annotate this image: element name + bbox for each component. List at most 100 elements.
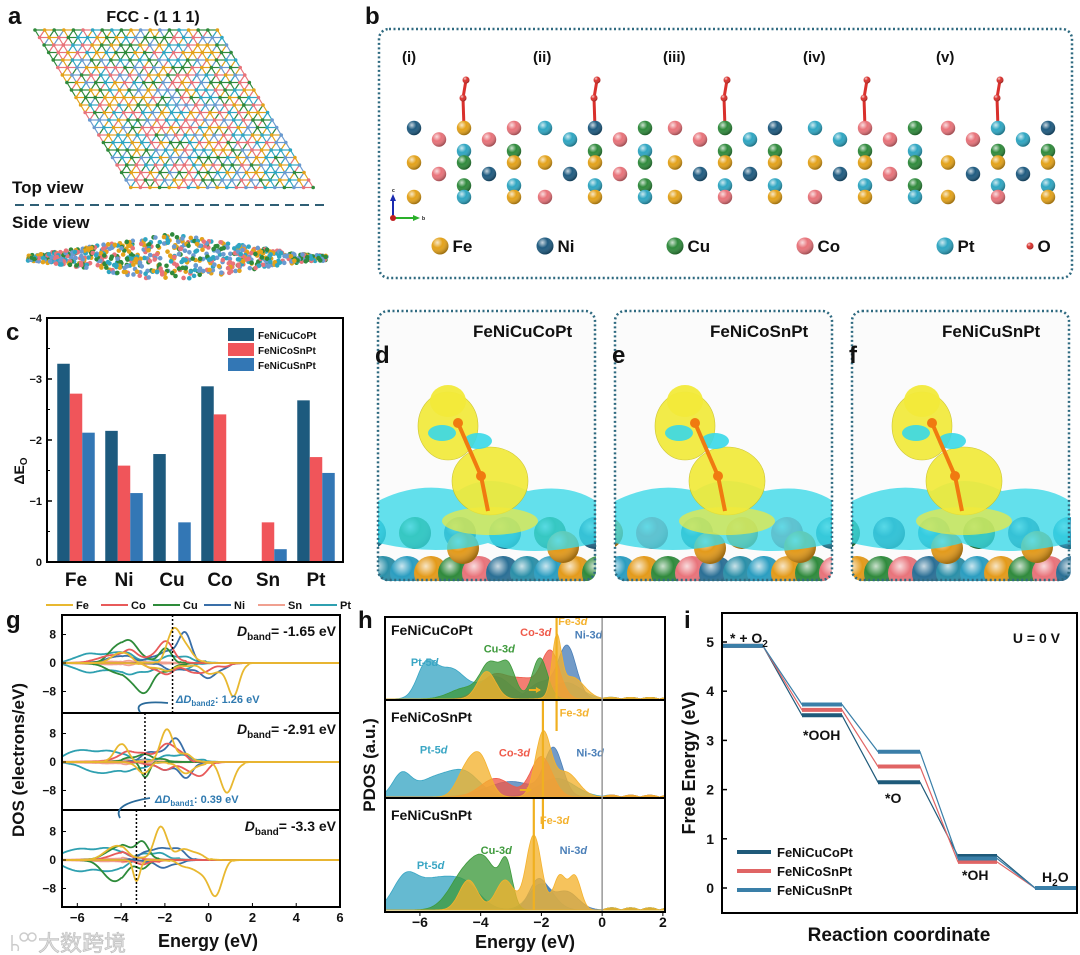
lattice-atom <box>210 178 215 182</box>
lattice-atom <box>210 35 215 40</box>
lattice-atom <box>218 80 223 85</box>
lattice-atom <box>232 103 236 107</box>
lattice-atom <box>222 118 226 122</box>
lattice-atom <box>143 178 148 182</box>
slab-atom <box>267 259 273 265</box>
lattice-atom <box>235 155 240 160</box>
atom <box>587 143 603 159</box>
lattice-atom <box>107 103 112 107</box>
y-tick-label: 1 <box>706 831 714 847</box>
atom-shade <box>767 189 783 205</box>
atom <box>637 178 653 193</box>
lattice-atom <box>89 58 94 62</box>
atom <box>767 178 783 193</box>
atom-shade <box>990 189 1006 205</box>
slab-atom <box>118 259 124 265</box>
atom-shade <box>795 556 829 581</box>
slab-atom <box>249 260 254 266</box>
atom-shade <box>510 556 544 581</box>
lattice-atom <box>213 88 218 92</box>
atom-shade <box>462 556 496 581</box>
atom <box>965 132 981 147</box>
slab-atom <box>146 247 151 253</box>
lattice-atom <box>239 178 244 182</box>
lattice-atom <box>153 163 158 167</box>
slab-atom <box>154 251 160 257</box>
lattice-atom <box>297 163 302 167</box>
lattice-atom <box>102 125 106 130</box>
lattice-atom <box>194 88 199 92</box>
lattice-atom <box>252 88 256 92</box>
y-tick-label: −2 <box>29 435 42 447</box>
atom <box>637 143 653 159</box>
slab-atom <box>215 249 221 254</box>
lattice-atom <box>42 28 47 32</box>
slab-atom <box>183 269 189 274</box>
slab-atom <box>151 268 156 274</box>
lattice-atom <box>92 125 97 130</box>
lattice-atom <box>119 28 124 32</box>
charge-density-render <box>852 311 1071 581</box>
slab-atom <box>165 238 171 243</box>
atom <box>767 120 783 136</box>
atom <box>1040 155 1056 170</box>
atom <box>990 143 1006 159</box>
slab-atom <box>119 246 124 251</box>
bar-FeNiCuSnPt-Ni <box>130 493 143 562</box>
slab-atom <box>59 262 64 267</box>
lattice-atom <box>191 178 196 182</box>
slab-atom <box>38 252 44 257</box>
lattice-atom <box>136 88 141 92</box>
dband-sub: band <box>247 632 271 643</box>
slab-atom <box>238 251 244 257</box>
atom <box>907 178 923 193</box>
atom-shade <box>615 556 637 581</box>
lattice-atom <box>87 118 92 122</box>
lattice-atom <box>246 110 251 115</box>
slab-atom <box>126 243 131 248</box>
slab-atom <box>278 250 284 256</box>
atom <box>612 166 628 182</box>
dband-value: Dband= -2.91 eV <box>237 721 337 741</box>
atom <box>587 120 603 136</box>
atom-shade <box>627 556 661 581</box>
atom-shade <box>459 94 467 102</box>
lattice-atom <box>145 133 149 137</box>
slab-atom <box>98 258 103 264</box>
slab-atom <box>240 259 246 264</box>
lattice-atom <box>226 125 231 130</box>
x-axis-label: Reaction coordinate <box>808 925 991 946</box>
lattice-atom <box>148 185 152 190</box>
x-tick-label: 6 <box>336 910 343 925</box>
structure-label: (v) <box>936 49 954 66</box>
slab-sphere <box>864 556 898 581</box>
dos-fe-down <box>62 859 340 898</box>
lattice-atom <box>242 103 246 107</box>
lattice-atom <box>269 148 273 152</box>
atom <box>667 189 683 205</box>
lattice-atom <box>172 178 176 182</box>
atom-shade <box>637 189 653 205</box>
oxygen-atom <box>720 94 728 102</box>
y-tick-label: 0 <box>36 557 42 569</box>
lattice-atom <box>131 110 135 115</box>
lattice-atom <box>56 65 60 70</box>
lattice-atom <box>208 95 213 100</box>
x-category-label: Fe <box>65 570 87 591</box>
slab-atom <box>220 257 226 263</box>
atom-shade <box>717 178 733 193</box>
lattice-atom <box>265 125 269 130</box>
slab-atom <box>79 253 84 259</box>
orbital-label: Pt-5d <box>420 745 448 757</box>
oxygen-atom <box>996 76 1004 84</box>
dband-number: = -3.3 eV <box>279 818 337 834</box>
slab-atom <box>253 251 258 257</box>
lattice-atom <box>197 140 202 145</box>
slab-atom <box>164 263 169 269</box>
slab-atom <box>168 259 174 264</box>
lattice-atom <box>75 50 80 55</box>
orbital-label-d: d <box>580 845 587 857</box>
atom <box>832 132 848 147</box>
lattice-atom <box>114 50 118 55</box>
